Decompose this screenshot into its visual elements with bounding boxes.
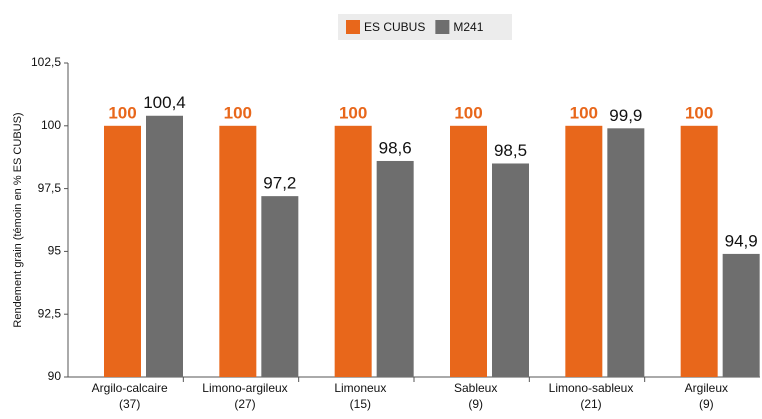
- legend-swatch: [435, 20, 450, 34]
- value-label: 99,9: [609, 106, 642, 125]
- x-tick-label: (27): [234, 397, 255, 411]
- y-axis-label: Rendement grain (témoin en % ES CUBUS): [12, 112, 24, 327]
- y-tick-label: 95: [48, 244, 62, 258]
- value-label: 98,6: [379, 138, 412, 157]
- x-tick-label: Limono-argileux: [202, 381, 287, 395]
- bar: [219, 125, 257, 377]
- y-tick-label: 102,5: [31, 55, 61, 69]
- x-tick-label: (37): [119, 397, 140, 411]
- x-tick-label: (9): [468, 397, 483, 411]
- legend-swatch: [346, 20, 360, 34]
- value-label: 98,5: [494, 141, 527, 160]
- bar: [722, 253, 760, 377]
- y-tick-label: 97,5: [38, 181, 62, 195]
- value-label: 100,4: [143, 93, 186, 112]
- value-label: 100: [570, 103, 598, 122]
- bar: [261, 196, 299, 377]
- bar: [146, 115, 183, 377]
- value-label: 100: [454, 103, 482, 122]
- y-tick-label: 90: [48, 369, 62, 383]
- bar: [376, 160, 414, 377]
- value-label: 100: [339, 103, 367, 122]
- value-label: 100: [685, 103, 713, 122]
- value-label: 94,9: [725, 231, 758, 250]
- y-tick-label: 100: [41, 118, 61, 132]
- bar: [334, 125, 372, 377]
- bar: [492, 163, 529, 377]
- x-tick-label: (21): [580, 397, 601, 411]
- x-tick-label: (9): [699, 397, 714, 411]
- x-tick-label: Argilo-calcaire: [92, 381, 168, 395]
- bar: [104, 125, 141, 377]
- bar: [450, 125, 487, 377]
- legend-label: ES CUBUS: [364, 20, 425, 34]
- value-label: 97,2: [263, 174, 296, 193]
- legend-label: M241: [453, 20, 483, 34]
- bar: [607, 128, 645, 377]
- value-label: 100: [224, 103, 252, 122]
- x-tick-label: Sableux: [454, 381, 497, 395]
- legend-box: [338, 14, 512, 40]
- bar: [565, 125, 603, 377]
- bar: [680, 125, 718, 377]
- x-tick-label: Limoneux: [334, 381, 386, 395]
- x-tick-label: Argileux: [685, 381, 728, 395]
- x-tick-label: Limono-sableux: [549, 381, 634, 395]
- y-tick-label: 92,5: [38, 306, 62, 320]
- value-label: 100: [108, 103, 136, 122]
- x-tick-label: (15): [350, 397, 371, 411]
